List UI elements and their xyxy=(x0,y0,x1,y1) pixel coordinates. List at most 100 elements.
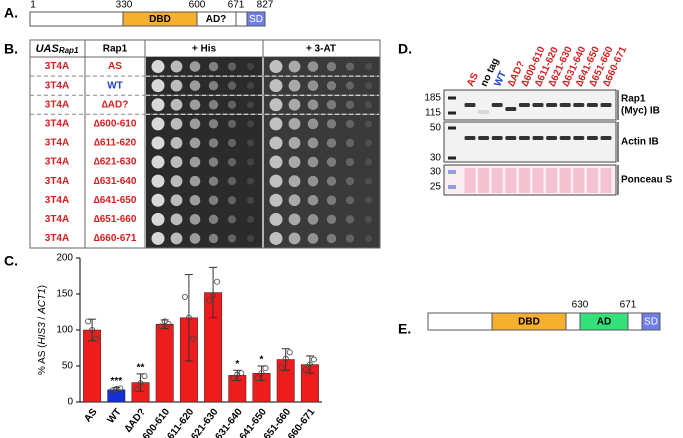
yeast-spot xyxy=(365,101,372,109)
header: + His xyxy=(192,44,217,55)
yeast-spot xyxy=(151,60,165,74)
yeast-spot xyxy=(170,194,183,207)
replicate-point xyxy=(189,335,196,342)
panel-letter: C. xyxy=(4,253,18,269)
yeast-spot xyxy=(365,234,372,242)
panel-letter: A. xyxy=(4,5,18,21)
row-rap1: ∆660-671 xyxy=(94,233,137,244)
ladder-band xyxy=(448,111,456,115)
yeast-spot xyxy=(307,214,319,225)
yeast-spot xyxy=(189,80,201,91)
band-actin xyxy=(559,136,571,140)
yeast-spot xyxy=(365,139,372,147)
yeast-spot xyxy=(326,100,337,110)
replicate-point xyxy=(181,293,188,300)
row-uas: 3T4A xyxy=(45,157,69,168)
band-rap1 xyxy=(586,103,598,107)
domain-label: SD xyxy=(249,14,263,25)
y-axis-label-part: ACT1 xyxy=(37,288,48,315)
yeast-spot xyxy=(345,234,355,243)
header-uas-main: UAS xyxy=(36,43,60,55)
yeast-spot xyxy=(288,194,301,207)
yeast-spot xyxy=(247,234,254,242)
band-rap1 xyxy=(478,110,490,114)
yeast-spot xyxy=(288,117,301,130)
yeast-spot xyxy=(247,177,254,185)
ponceau-lane xyxy=(478,168,490,193)
yeast-spot xyxy=(307,175,319,187)
yeast-spot xyxy=(189,156,201,168)
panel-letter: E. xyxy=(398,321,411,337)
ad-domain xyxy=(196,11,237,27)
yeast-spot xyxy=(227,62,237,71)
yeast-spot xyxy=(288,98,301,111)
significance: *** xyxy=(110,376,122,387)
band-actin xyxy=(546,136,558,140)
yeast-spot xyxy=(208,138,219,148)
yeast-spot xyxy=(189,118,201,130)
yeast-spot xyxy=(170,60,183,73)
yeast-spot xyxy=(288,156,301,168)
row-uas: 3T4A xyxy=(45,80,69,91)
yeast-spot xyxy=(227,100,237,109)
ponceau-lane xyxy=(464,168,476,193)
yeast-spot xyxy=(269,79,283,93)
yeast-spot xyxy=(345,215,355,224)
yeast-spot xyxy=(247,82,254,90)
yeast-spot xyxy=(170,232,183,245)
yeast-spot xyxy=(170,156,183,168)
yeast-spot xyxy=(208,119,219,129)
header-uas: UASRap1 xyxy=(36,43,79,55)
significance: ** xyxy=(137,363,145,374)
replicate-point xyxy=(286,349,293,356)
yeast-spot xyxy=(189,233,201,244)
row-rap1: ∆621-630 xyxy=(94,157,137,168)
panel-letter: B. xyxy=(4,41,18,57)
row-uas: 3T4A xyxy=(45,118,69,129)
ad-domain xyxy=(579,312,629,331)
bar xyxy=(155,323,174,403)
row-uas: 3T4A xyxy=(45,61,69,72)
yeast-spot xyxy=(307,194,319,206)
yeast-spot xyxy=(189,61,201,72)
yeast-spot xyxy=(170,79,183,92)
replicate-point xyxy=(85,318,92,325)
panel-letter: D. xyxy=(398,41,412,57)
yeast-spot xyxy=(208,61,219,72)
yeast-spot xyxy=(345,196,355,205)
yeast-spot xyxy=(151,193,165,207)
y-axis-label-part: / xyxy=(37,314,48,322)
yeast-spot xyxy=(288,213,301,226)
replicate-point xyxy=(206,297,213,304)
replicate-point xyxy=(234,371,241,378)
band-rap1 xyxy=(559,103,571,107)
replicate-point xyxy=(306,361,313,368)
significance: * xyxy=(235,359,239,370)
yeast-spot xyxy=(307,233,319,244)
row-rap1: ∆641-650 xyxy=(94,195,137,206)
replicate-point xyxy=(161,318,168,325)
yeast-spot xyxy=(208,176,219,186)
replicate-point xyxy=(262,365,269,372)
yeast-spot xyxy=(208,195,219,205)
yeast-spot xyxy=(326,138,337,148)
sd-domain xyxy=(246,11,266,27)
yeast-spot xyxy=(365,196,372,204)
band-actin xyxy=(491,136,503,140)
band-actin xyxy=(532,136,544,140)
ladder-band xyxy=(448,126,456,130)
yeast-spot xyxy=(307,137,319,149)
yeast-spot xyxy=(247,215,254,223)
yeast-spot xyxy=(326,119,337,129)
replicate-point xyxy=(254,375,261,382)
row-rap1: ∆651-660 xyxy=(94,214,137,225)
y-tick-label: 150 xyxy=(56,289,73,300)
replicate-point xyxy=(141,373,148,380)
row-rap1: ∆AD? xyxy=(102,99,129,110)
ponceau-lane xyxy=(573,168,585,193)
yeast-spot xyxy=(227,81,237,90)
yeast-spot xyxy=(345,138,355,148)
yeast-spot xyxy=(288,60,301,73)
blot-actin xyxy=(443,121,617,163)
